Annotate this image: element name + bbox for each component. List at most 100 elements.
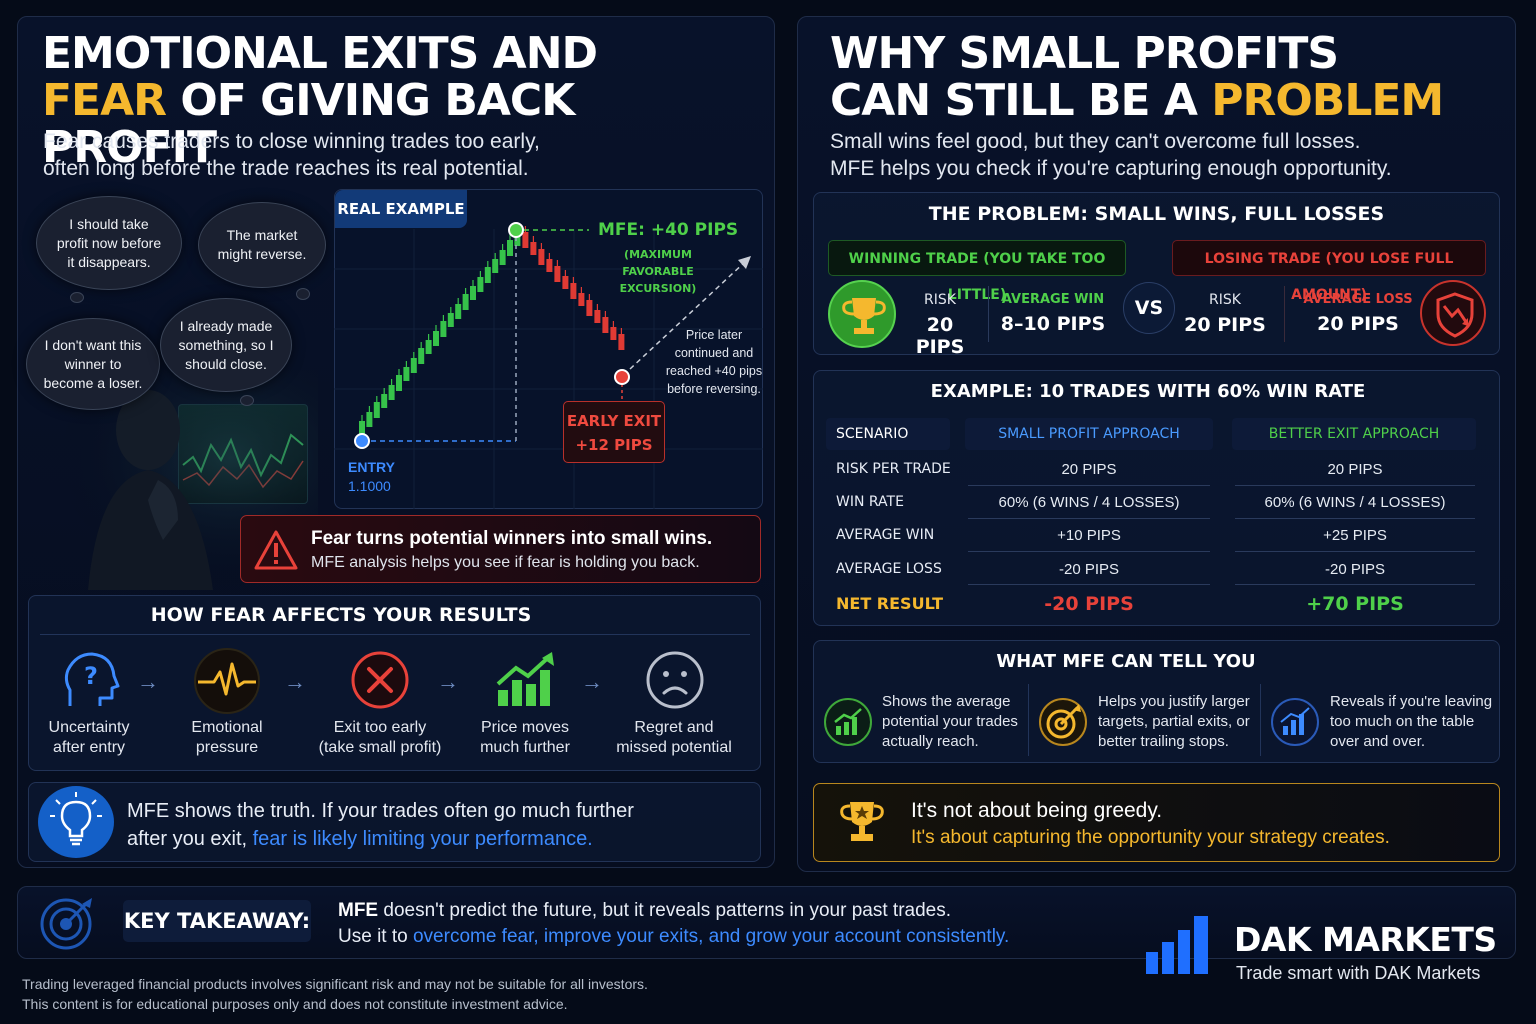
target-icon bbox=[40, 898, 92, 950]
flow-arrow: → bbox=[137, 669, 159, 694]
candle-body bbox=[522, 232, 529, 248]
mfe-tell-item-2: Helps you justify larger targets, partia… bbox=[1098, 693, 1250, 750]
candle-body bbox=[381, 394, 388, 408]
entry-label: ENTRY 1.1000 bbox=[348, 459, 395, 494]
real-example-badge: REAL EXAMPLE bbox=[335, 190, 467, 228]
candle-body bbox=[440, 321, 447, 337]
table-cell: +10 PIPS bbox=[1057, 527, 1121, 544]
fear-flow-title: HOW FEAR AFFECTS YOUR RESULTS bbox=[150, 604, 532, 626]
fear-warning: Fear turns potential winners into small … bbox=[240, 515, 761, 583]
flow-step-4: Price moves much further bbox=[480, 719, 570, 756]
vs-badge: VS bbox=[1123, 282, 1175, 334]
flow-step-3: Exit too early (take small profit) bbox=[318, 719, 442, 756]
candle-body bbox=[499, 250, 506, 265]
candle-body bbox=[554, 266, 561, 282]
flow-step-1: Uncertainty after entry bbox=[48, 719, 130, 756]
candle-body bbox=[546, 259, 553, 272]
candle-body bbox=[610, 327, 617, 340]
table-cell: +25 PIPS bbox=[1323, 527, 1387, 544]
average-loss: AVERAGE LOSS 20 PIPS bbox=[1303, 292, 1413, 335]
mfe-tell-title: WHAT MFE CAN TELL YOU bbox=[996, 651, 1256, 672]
lose-risk: RISK 20 PIPS bbox=[1184, 292, 1266, 336]
mfe-tell-item-3: Reveals if you're leaving too much on th… bbox=[1330, 693, 1493, 750]
takeaway-text: MFE doesn't predict the future, but it r… bbox=[338, 900, 1010, 947]
brand-tagline: Trade smart with DAK Markets bbox=[1236, 963, 1481, 983]
table-row-label: RISK PER TRADE bbox=[836, 461, 951, 477]
pulse-icon bbox=[194, 648, 260, 714]
candle-body bbox=[396, 375, 402, 391]
mfe-point bbox=[508, 222, 524, 238]
candle-body bbox=[507, 240, 513, 256]
candle-body bbox=[366, 412, 373, 427]
candle-body bbox=[470, 286, 476, 300]
thought-dot bbox=[70, 292, 84, 303]
candle-body bbox=[570, 283, 577, 299]
candle-body bbox=[562, 276, 569, 289]
thought-bubble-3: I don't want this winner to become a los… bbox=[26, 318, 160, 410]
table-row-label: WIN RATE bbox=[836, 494, 904, 510]
flow-arrow: → bbox=[581, 669, 603, 694]
rising-bars-icon bbox=[496, 652, 554, 706]
table-header-scenario: SCENARIO bbox=[826, 418, 950, 450]
problem-title: THE PROBLEM: SMALL WINS, FULL LOSSES bbox=[928, 203, 1385, 225]
right-subtitle: Small wins feel good, but they can't ove… bbox=[830, 130, 1392, 180]
disclaimer: Trading leveraged financial products inv… bbox=[22, 976, 648, 1012]
net-result-label: NET RESULT bbox=[836, 594, 944, 613]
bar-chart-icon bbox=[1271, 698, 1319, 746]
left-title-accent: FEAR bbox=[42, 75, 167, 126]
table-header-better: BETTER EXIT APPROACH bbox=[1232, 418, 1476, 450]
table-cell: 60% (6 WINS / 4 LOSSES) bbox=[1264, 494, 1446, 511]
candle-body bbox=[403, 367, 410, 381]
real-example-box bbox=[334, 189, 763, 509]
trophy-circle bbox=[828, 280, 896, 348]
left-title: EMOTIONAL EXITS AND FEAR OF GIVING BACK … bbox=[42, 28, 598, 173]
net-result-small: -20 PIPS bbox=[1044, 593, 1134, 615]
target-arrow-icon bbox=[1039, 698, 1087, 746]
mfe-tell-item-1: Shows the average potential your trades … bbox=[882, 693, 1018, 750]
truth-text: MFE shows the truth. If your trades ofte… bbox=[127, 800, 634, 850]
thought-dot bbox=[240, 395, 254, 406]
candle-body bbox=[388, 385, 395, 400]
example-table-box bbox=[813, 370, 1500, 626]
brand-name: DAK MARKETS bbox=[1234, 920, 1497, 959]
candle-body bbox=[514, 232, 521, 246]
candle-body bbox=[447, 313, 454, 327]
candle-body bbox=[530, 242, 537, 255]
svg-text:?: ? bbox=[84, 662, 98, 690]
truth-box bbox=[28, 782, 761, 862]
candle-body bbox=[425, 340, 432, 354]
greedy-text: It's not about being greedy. It's about … bbox=[911, 799, 1390, 848]
table-cell: 20 PIPS bbox=[1061, 461, 1117, 478]
candle-body bbox=[455, 304, 462, 319]
early-exit-badge: EARLY EXIT +12 PIPS bbox=[563, 401, 665, 463]
trophy-icon bbox=[842, 298, 886, 334]
winning-trade-tag: WINNING TRADE (YOU TAKE TOO LITTLE) bbox=[828, 240, 1126, 303]
candle-body bbox=[538, 249, 545, 265]
win-risk: RISK 20 PIPS bbox=[915, 292, 965, 358]
candle-body bbox=[477, 277, 484, 292]
right-title-accent: PROBLEM bbox=[1211, 75, 1444, 126]
table-row-label: AVERAGE LOSS bbox=[836, 561, 942, 577]
candle-body bbox=[418, 348, 425, 364]
example-table-title: EXAMPLE: 10 TRADES WITH 60% WIN RATE bbox=[930, 381, 1366, 402]
table-row-label: AVERAGE WIN bbox=[836, 527, 935, 543]
thought-dot bbox=[296, 288, 310, 300]
flow-arrow: → bbox=[437, 669, 459, 694]
losing-trade-tag: LOSING TRADE (YOU LOSE FULL AMOUNT) bbox=[1172, 240, 1486, 303]
loss-circle bbox=[1420, 280, 1486, 346]
candle-body bbox=[594, 310, 601, 323]
entry-point bbox=[354, 433, 370, 449]
candle-body bbox=[433, 331, 439, 346]
exit-point bbox=[614, 369, 630, 385]
thought-bubble-2: The market might reverse. bbox=[198, 202, 326, 288]
price-note: Price later continued and reached +40 pi… bbox=[665, 328, 763, 396]
dak-logo-icon bbox=[1146, 916, 1208, 974]
candle-body bbox=[618, 334, 625, 350]
table-cell: -20 PIPS bbox=[1324, 561, 1386, 578]
table-cell: 20 PIPS bbox=[1327, 461, 1383, 478]
thought-bubble-4: I already made something, so I should cl… bbox=[160, 298, 292, 392]
growth-chart-icon bbox=[824, 698, 872, 746]
mfe-label: MFE: +40 PIPS bbox=[598, 220, 739, 240]
flow-arrow: → bbox=[284, 669, 306, 694]
candle-body bbox=[462, 294, 469, 310]
